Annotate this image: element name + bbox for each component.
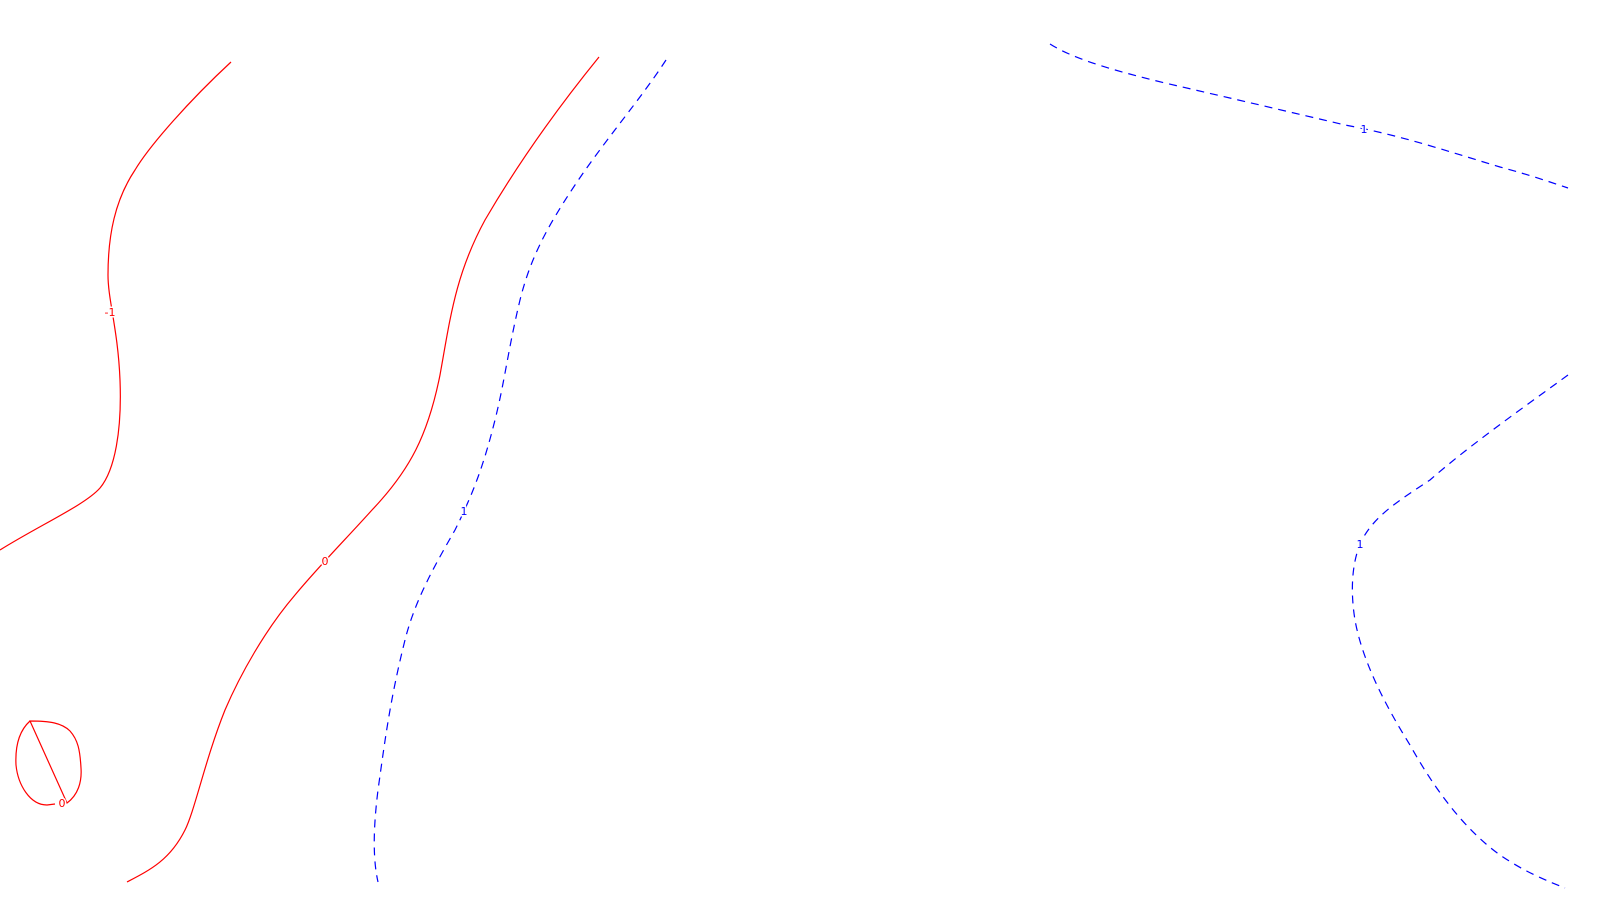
contour-line-1-top [1049,43,1569,189]
contour-line-1-left [373,59,667,883]
contour-line-minus-1 [0,61,232,551]
contour-label-0-main: 0 [322,555,329,568]
contour-line-1-right [1351,374,1569,889]
contour-line-0-main [126,56,600,883]
contour-label-minus-1: -1 [105,306,116,319]
contour-label-0-loop: 0 [59,797,66,810]
contour-label-1-right: 1 [1357,538,1364,551]
contour-label-1-top: 1 [1361,123,1368,136]
contour-label-1-left: 1 [461,505,468,518]
contour-line-0-loop [15,720,82,806]
